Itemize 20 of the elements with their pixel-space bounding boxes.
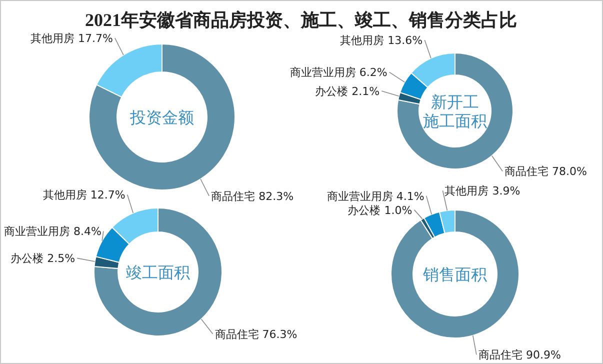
slice-label: 商业营业用房 8.4% bbox=[4, 225, 102, 238]
slice-label: 其他用房 12.7% bbox=[42, 188, 126, 202]
slice-label: 办公楼 2.1% bbox=[315, 84, 380, 98]
slice-label: 商品住宅 90.9% bbox=[478, 348, 561, 362]
slice-label: 商业营业用房 4.1% bbox=[326, 190, 424, 203]
slice-label: 商品住宅 82.3% bbox=[211, 190, 294, 203]
text: 竣工面积 bbox=[126, 263, 190, 282]
slice-label: 商业营业用房 6.2% bbox=[290, 66, 388, 80]
text: 销售面积 bbox=[422, 265, 487, 284]
slice-label: 其他用房 17.7% bbox=[30, 32, 113, 46]
slice-label: 其他用房 13.6% bbox=[340, 34, 423, 48]
slice-label: 办公楼 1.0% bbox=[348, 204, 412, 217]
slice-label: 办公楼 2.5% bbox=[10, 252, 76, 266]
slice-label: 商品住宅 76.3% bbox=[214, 328, 298, 341]
slice-label: 商品住宅 78.0% bbox=[504, 165, 588, 178]
donut-slice bbox=[88, 44, 236, 190]
slice-label: 其他用房 3.9% bbox=[444, 184, 520, 198]
text: 2021年安徽省商品房投资、施工、竣工、销售分类占比 bbox=[85, 10, 517, 30]
text: 投资金额 bbox=[129, 108, 194, 127]
text: 新开工施工面积 bbox=[423, 92, 487, 130]
